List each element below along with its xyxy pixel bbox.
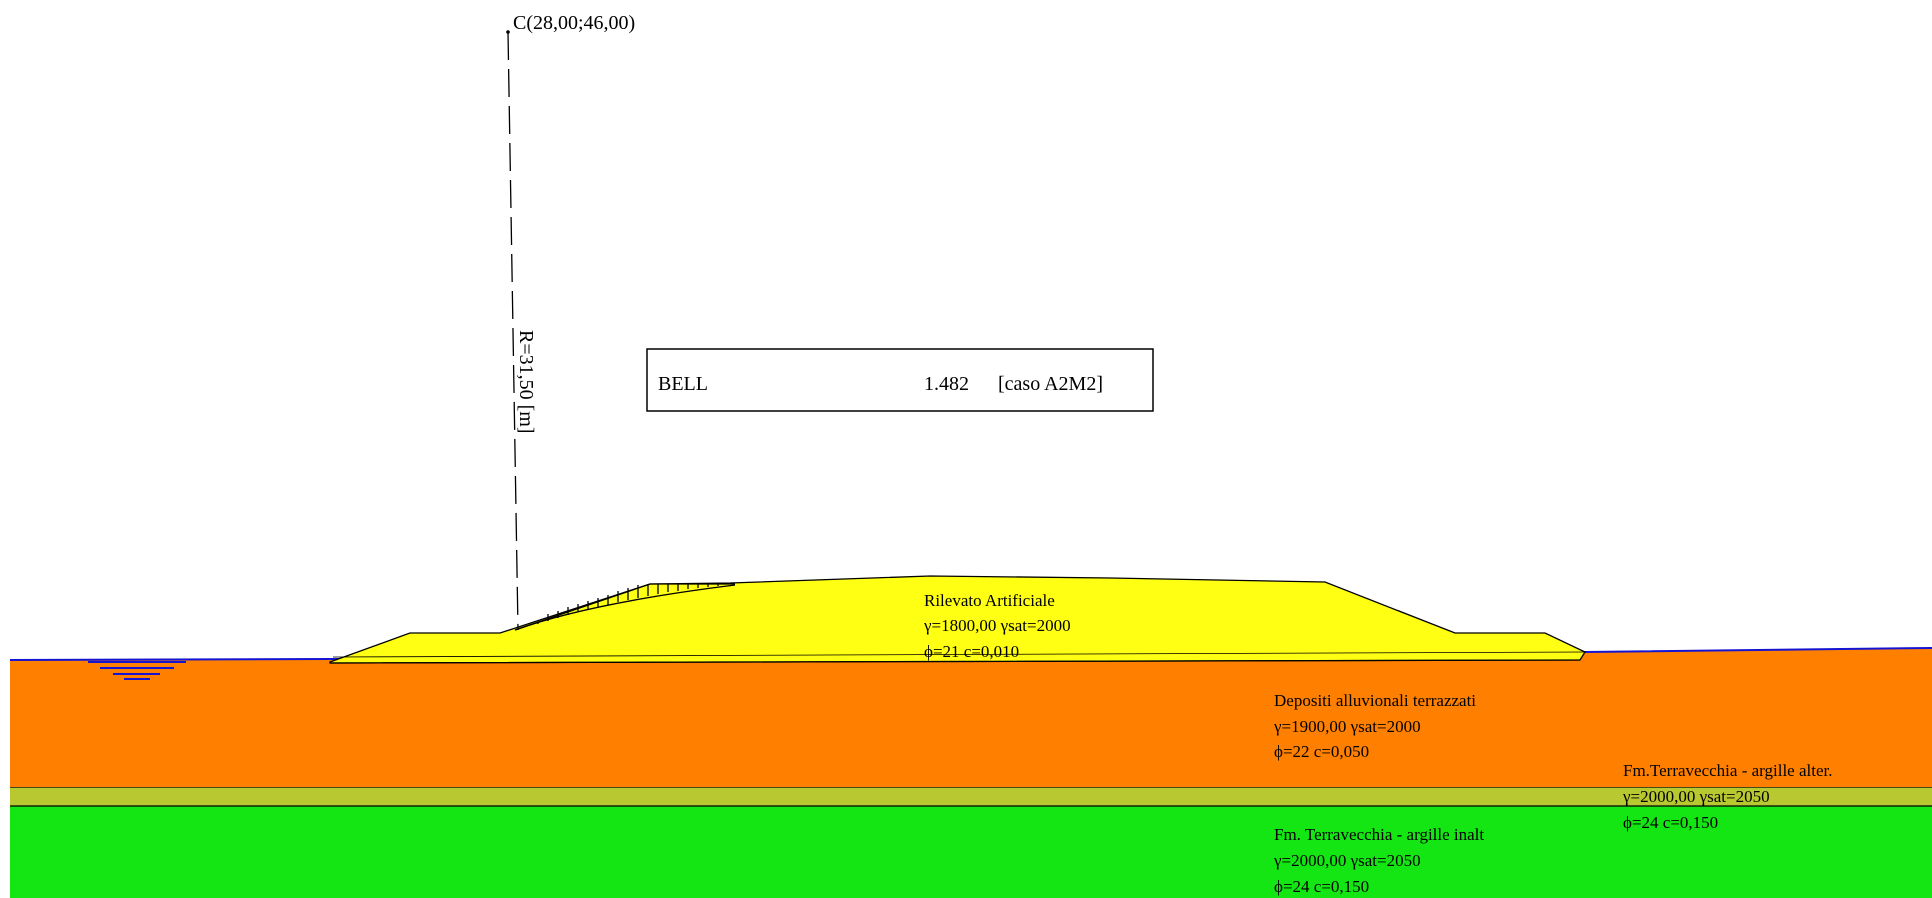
layer-strength: ϕ=24 c=0,150: [1274, 877, 1369, 896]
center-point: [506, 30, 510, 34]
load-case: [caso A2M2]: [998, 373, 1103, 395]
radius-label: R=31,50 [m]: [515, 330, 537, 434]
layer-weights: γ=2000,00 γsat=2050: [1273, 851, 1421, 870]
layer-strength: ϕ=21 c=0,010: [924, 642, 1019, 661]
layer-strength: ϕ=22 c=0,050: [1274, 742, 1369, 761]
center-label: C(28,00;46,00): [513, 12, 635, 34]
layer-strength: ϕ=24 c=0,150: [1623, 813, 1718, 832]
safety-factor: 1.482: [924, 373, 969, 395]
layer-weights: γ=2000,00 γsat=2050: [1622, 787, 1770, 806]
layer-name: Depositi alluvionali terrazzati: [1274, 691, 1476, 710]
method-name: BELL: [658, 373, 708, 395]
layer-weights: γ=1800,00 γsat=2000: [923, 616, 1071, 635]
layer-name: Rilevato Artificiale: [924, 591, 1055, 610]
layer-name: Fm.Terravecchia - argille alter.: [1623, 761, 1832, 780]
layer-name: Fm. Terravecchia - argille inalt: [1274, 825, 1484, 844]
layer-weights: γ=1900,00 γsat=2000: [1273, 717, 1421, 736]
